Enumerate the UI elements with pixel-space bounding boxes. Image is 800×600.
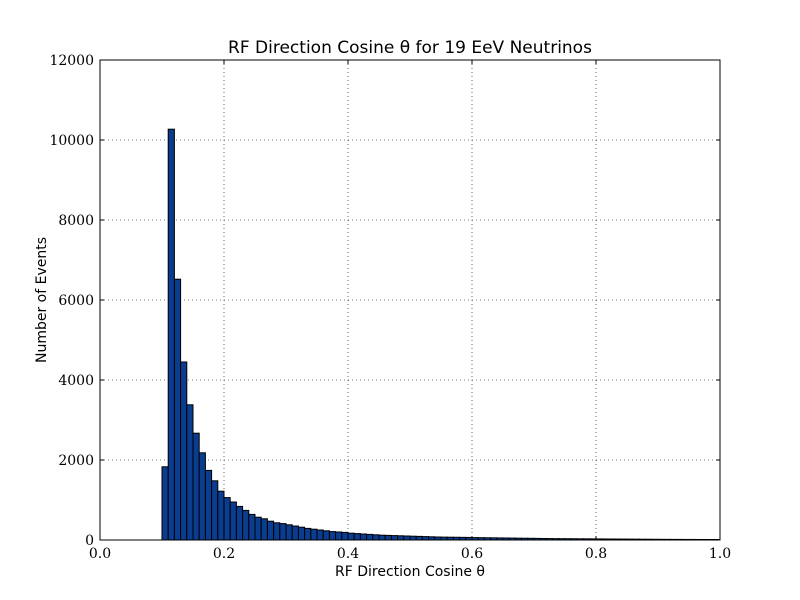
histogram-bar [421, 536, 430, 541]
histogram-bar [229, 501, 237, 541]
histogram-bar [204, 469, 213, 541]
y-tick-label: 2000 [58, 453, 94, 469]
y-tick-label: 10000 [49, 133, 94, 149]
histogram-bar [378, 534, 386, 541]
histogram-bar [198, 452, 206, 541]
histogram-bar [384, 534, 392, 541]
y-tick-label: 4000 [58, 373, 94, 389]
y-axis-label: Number of Events [34, 237, 50, 363]
y-tick-label: 6000 [58, 293, 94, 309]
x-tick-label: 0.2 [213, 546, 235, 562]
y-tick-label: 12000 [49, 53, 94, 69]
histogram-bar [341, 531, 349, 541]
histogram-bar [297, 526, 306, 541]
histogram-bar [328, 531, 337, 541]
histogram-bar [167, 128, 175, 541]
histogram-bar [285, 524, 293, 541]
histogram-bar [390, 535, 399, 541]
histogram-bar [335, 531, 343, 541]
histogram-bar [316, 529, 324, 541]
histogram-bar [254, 516, 262, 541]
chart-title: RF Direction Cosine θ for 19 EeV Neutrin… [228, 38, 592, 58]
x-tick-label: 0.8 [585, 546, 607, 562]
histogram-bar [211, 480, 219, 541]
histogram-bar [248, 513, 256, 541]
x-tick-label: 1.0 [709, 546, 731, 562]
histogram-bar [186, 404, 194, 541]
histogram-bar [161, 466, 169, 541]
histogram-bar [260, 518, 268, 541]
histogram-bar [173, 278, 182, 541]
histogram-bar [403, 535, 411, 541]
histogram-bar [372, 534, 380, 541]
histogram-bar [217, 490, 225, 541]
histogram-bar [310, 528, 318, 541]
histogram-bar [397, 535, 405, 541]
x-axis-label: RF Direction Cosine θ [335, 564, 485, 580]
grid-lines [100, 60, 720, 540]
axis-ticks: 0.0 0.2 0.4 0.6 0.8 1.0 0 2000 4000 6000 8000 10000… [49, 53, 731, 562]
histogram-bar [180, 361, 188, 541]
histogram-bar [322, 530, 330, 541]
histogram-bar [353, 533, 361, 541]
y-tick-label: 8000 [58, 213, 94, 229]
histogram-bar [266, 520, 275, 541]
bars [161, 128, 721, 541]
histogram-bar [273, 522, 281, 541]
histogram-bar [304, 527, 312, 541]
x-tick-label: 0.4 [337, 546, 359, 562]
histogram-bar [291, 525, 299, 541]
x-tick-label: 0.6 [461, 546, 483, 562]
histogram-bar [279, 523, 287, 541]
x-tick-label: 0.0 [89, 546, 111, 562]
histogram-bar [366, 533, 374, 541]
histogram-bar [223, 497, 231, 541]
histogram-bar [242, 509, 250, 541]
histogram-bar [235, 505, 244, 541]
histogram-bar [415, 535, 423, 541]
histogram-bar [359, 533, 368, 541]
histogram-bar [192, 432, 200, 541]
histogram-bar [409, 535, 417, 541]
histogram-bar [347, 532, 355, 541]
y-tick-label: 0 [85, 533, 94, 549]
